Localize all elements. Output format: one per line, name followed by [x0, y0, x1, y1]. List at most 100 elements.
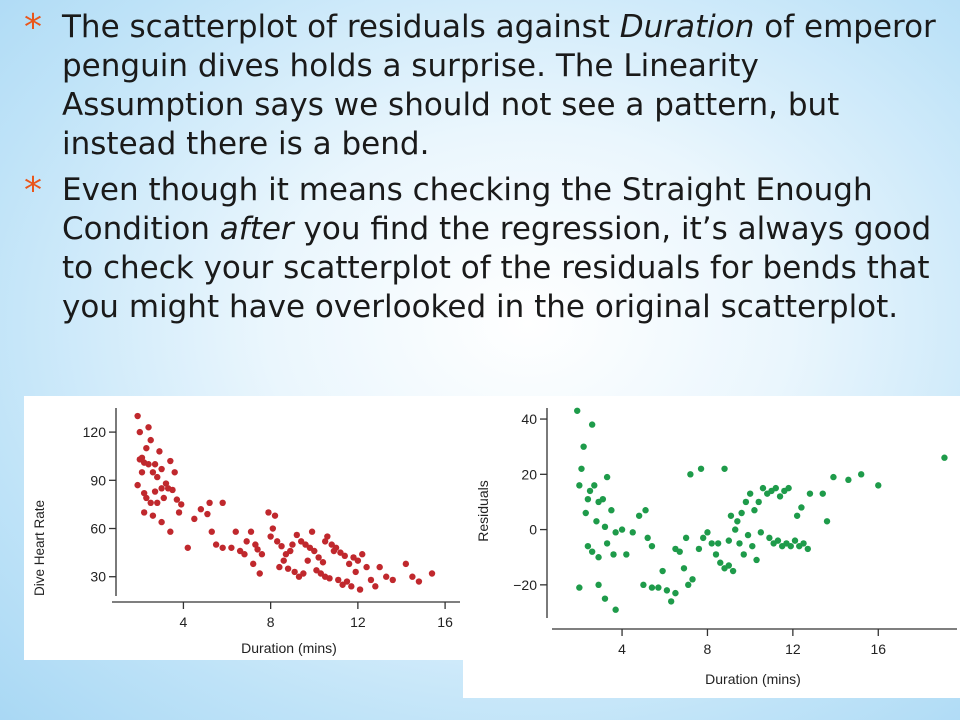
- scatter-point: [823, 518, 831, 525]
- x-tick-label: 8: [267, 614, 275, 630]
- scatter-point: [640, 581, 647, 589]
- y-tick-label: 0: [529, 522, 537, 538]
- scatter-point: [766, 534, 773, 542]
- y-tick-label: 20: [521, 466, 537, 482]
- scatter-point: [791, 537, 799, 544]
- scatter-point: [315, 554, 322, 561]
- scatter-point: [228, 544, 235, 551]
- scatter-point: [746, 490, 754, 497]
- scatter-point: [603, 473, 611, 481]
- scatter-point: [644, 534, 651, 542]
- scatter-point: [732, 526, 739, 533]
- scatter-point: [603, 540, 611, 547]
- scatter-point: [145, 461, 152, 468]
- scatter-point: [785, 484, 792, 492]
- scatter-point: [204, 510, 211, 518]
- scatter-point: [389, 576, 396, 584]
- bullet-text: The scatterplot of residuals against Dur…: [62, 9, 936, 162]
- scatter-point: [740, 551, 747, 558]
- scatter-point: [806, 490, 814, 497]
- scatter-point: [158, 485, 165, 492]
- y-tick-label: 90: [90, 472, 106, 488]
- scatter-point: [629, 529, 636, 536]
- y-tick-label: 40: [521, 411, 537, 427]
- scatter-point: [659, 567, 666, 575]
- scatter-point: [875, 482, 882, 489]
- scatter-point: [178, 501, 185, 508]
- scatter-point: [280, 557, 287, 564]
- scatter-point: [273, 538, 281, 545]
- scatter-point: [376, 563, 383, 571]
- scatter-point: [772, 484, 779, 492]
- scatter-point: [712, 551, 720, 558]
- scatter-point: [725, 562, 733, 569]
- scatter-point: [363, 563, 370, 571]
- scatter-point: [308, 528, 316, 535]
- scatter-point: [154, 473, 161, 481]
- bullet-text-italic: Duration: [619, 9, 755, 45]
- scatter-point: [744, 531, 752, 539]
- scatter-point: [265, 509, 272, 516]
- scatter-point: [576, 482, 583, 489]
- scatter-point: [428, 570, 436, 577]
- scatter-point: [612, 529, 619, 536]
- scatter-point: [269, 525, 277, 532]
- scatter-point: [776, 493, 784, 500]
- scatter-point: [595, 581, 602, 589]
- y-tick-label: 60: [90, 521, 106, 537]
- bullet-text-segment: The scatterplot of residuals against: [62, 9, 620, 45]
- x-axis-label: Duration (mins): [241, 640, 337, 656]
- scatter-point: [584, 542, 592, 550]
- y-axis-label: Residuals: [475, 480, 491, 541]
- scatter-point: [175, 509, 183, 516]
- scatter-point: [751, 507, 758, 514]
- y-tick-label: −20: [513, 577, 537, 593]
- x-tick-label: 16: [437, 614, 453, 630]
- scatter-point: [134, 481, 141, 489]
- scatter-point: [326, 575, 333, 582]
- scatter-point: [289, 541, 296, 548]
- scatter-point: [608, 507, 615, 514]
- scatter-point: [682, 534, 690, 542]
- scatter-point: [793, 512, 801, 519]
- scatter-point: [618, 526, 626, 533]
- scatter-point: [149, 512, 157, 519]
- scatter-point: [601, 523, 609, 531]
- scatter-point: [267, 533, 274, 540]
- scatter-point: [354, 557, 362, 564]
- residuals-scatterplot-panel: −20 0 20 40 4 8 12 16 Residuals Duration (mins): [463, 396, 960, 698]
- bullet-item: * Even though it means checking the Stra…: [22, 171, 942, 327]
- scatter-point: [138, 469, 146, 476]
- scatter-point: [708, 540, 715, 547]
- scatter-point: [672, 545, 679, 553]
- scatter-point: [819, 490, 826, 497]
- y-axis-label: Dive Heart Rate: [32, 500, 47, 596]
- scatter-point: [367, 576, 375, 584]
- scatter-point: [610, 551, 617, 558]
- scatter-point: [287, 547, 294, 555]
- scatter-point: [685, 581, 692, 589]
- scatter-point: [304, 557, 311, 564]
- scatter-point: [798, 504, 805, 511]
- scatter-point: [642, 507, 649, 514]
- scatter-point: [134, 412, 141, 420]
- scatter-point: [212, 541, 220, 548]
- scatter-point: [276, 563, 283, 571]
- bullet-list: * The scatterplot of residuals against D…: [22, 8, 942, 334]
- scatter-point: [232, 528, 239, 535]
- scatter-point: [278, 542, 285, 550]
- scatter-point: [845, 476, 852, 484]
- bullet-item: * The scatterplot of residuals against D…: [22, 8, 942, 164]
- scatter-point: [335, 576, 342, 584]
- scatter-point: [725, 537, 733, 544]
- scatter-point: [352, 568, 359, 576]
- scatter-point: [582, 509, 589, 517]
- scatter-point: [147, 499, 154, 507]
- scatter-point: [250, 560, 257, 568]
- scatter-point: [601, 595, 609, 602]
- scatter-point: [804, 545, 812, 553]
- asterisk-bullet-icon: *: [24, 7, 42, 48]
- scatter-point: [256, 570, 263, 577]
- scatter-point: [415, 578, 423, 585]
- x-tick-label: 8: [704, 641, 712, 657]
